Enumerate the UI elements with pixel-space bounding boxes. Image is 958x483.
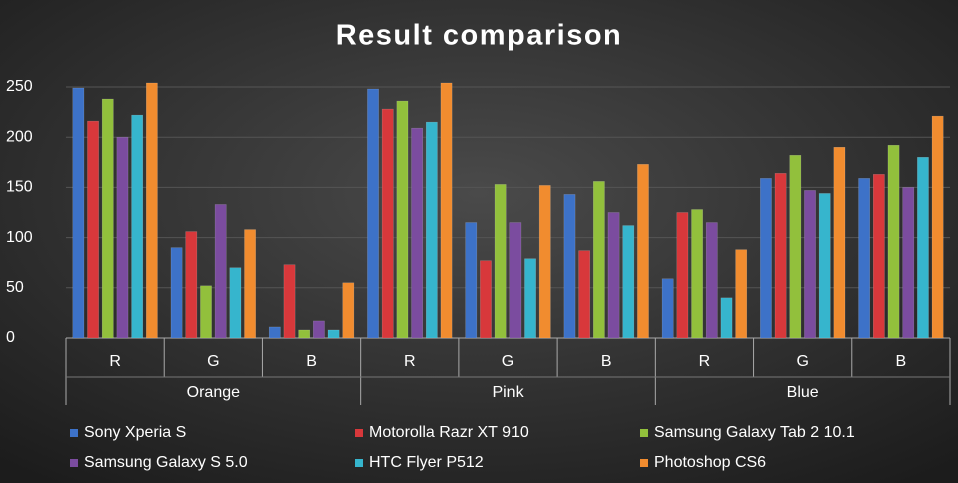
legend-swatch (70, 429, 78, 437)
x-tick-label: G (796, 353, 808, 370)
bar (101, 98, 114, 339)
bar (789, 155, 802, 339)
bar (381, 108, 394, 339)
x-tick-label: G (207, 353, 219, 370)
bar (298, 329, 311, 339)
y-tick-label: 50 (6, 279, 24, 296)
bar (440, 82, 453, 339)
y-tick-label: 200 (6, 128, 33, 145)
x-tick-label: B (896, 353, 907, 370)
bar (509, 222, 522, 339)
x-tick-label: R (699, 353, 711, 370)
bar (367, 88, 379, 339)
legend-label: Samsung Galaxy S 5.0 (84, 454, 248, 471)
y-tick-label: 0 (6, 329, 15, 346)
y-tick-label: 150 (6, 179, 33, 196)
bar (578, 250, 591, 339)
bar (637, 164, 649, 339)
bar (691, 209, 703, 339)
legend-label: Samsung Galaxy Tab 2 10.1 (654, 424, 855, 441)
legend-swatch (640, 429, 648, 437)
group-label: Orange (187, 384, 240, 401)
bar (720, 297, 733, 339)
bar (735, 249, 748, 339)
bar (833, 146, 846, 339)
bar (661, 278, 674, 339)
bar (465, 222, 478, 339)
bar (887, 144, 900, 339)
bar (622, 225, 635, 339)
bar (858, 178, 870, 339)
bar (705, 222, 718, 339)
bar (200, 285, 212, 339)
bar (872, 174, 885, 339)
group-label: Blue (787, 384, 819, 401)
bar (170, 247, 183, 339)
bar (607, 212, 620, 339)
bar (313, 320, 325, 339)
bar (327, 329, 340, 339)
bar (244, 229, 256, 339)
bar (72, 87, 85, 339)
legend-swatch (70, 459, 78, 467)
x-tick-label: B (601, 353, 612, 370)
bar (131, 114, 144, 339)
x-tick-label: R (404, 353, 416, 370)
bar (214, 204, 227, 339)
bar (229, 267, 242, 339)
x-tick-label: B (306, 353, 317, 370)
x-tick-label: R (109, 353, 121, 370)
bar (146, 82, 158, 339)
bar (538, 185, 551, 339)
legend-label: HTC Flyer P512 (369, 454, 484, 471)
legend-label: Photoshop CS6 (654, 454, 766, 471)
bar (563, 194, 576, 339)
bar (396, 100, 409, 339)
bar (902, 187, 915, 339)
y-tick-label: 100 (6, 229, 33, 246)
bar (917, 157, 929, 339)
bar (804, 190, 816, 339)
bar (931, 115, 944, 339)
group-label: Pink (492, 384, 524, 401)
bar (818, 193, 831, 339)
bar (268, 326, 281, 339)
bar (760, 178, 772, 339)
bar (524, 258, 536, 339)
bar (676, 212, 689, 339)
bar (593, 181, 605, 339)
y-tick-label: 250 (6, 78, 33, 95)
legend-swatch (355, 459, 363, 467)
bar (283, 264, 296, 339)
bar (185, 231, 198, 339)
bar (411, 127, 423, 339)
legend-swatch (355, 429, 363, 437)
bar (774, 173, 787, 339)
x-tick-label: G (502, 353, 514, 370)
bar (116, 136, 129, 339)
bar (480, 260, 492, 339)
bar (342, 282, 355, 339)
bar (87, 120, 99, 339)
bar (494, 184, 507, 339)
bar (425, 121, 438, 339)
legend-label: Motorolla Razr XT 910 (369, 424, 529, 441)
legend-swatch (640, 459, 648, 467)
chart-title: Result comparison (336, 20, 623, 52)
legend-label: Sony Xperia S (84, 424, 186, 441)
